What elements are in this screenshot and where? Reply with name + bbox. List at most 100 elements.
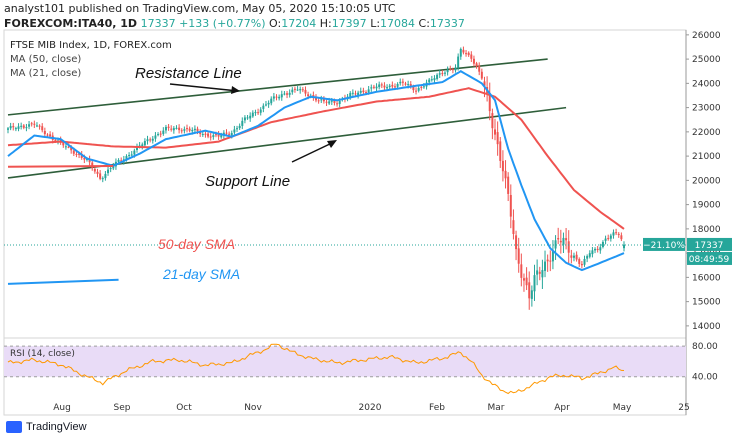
resistance-arrow-head [231, 86, 240, 94]
candle-body [336, 103, 339, 105]
candle-body [470, 54, 473, 59]
candle-body [322, 98, 325, 102]
candle-body [575, 254, 578, 260]
candle-body [588, 253, 591, 257]
candle-body [315, 96, 317, 101]
candle-body [478, 65, 481, 72]
candle-body [28, 124, 31, 127]
sma21-ray [7, 278, 119, 285]
candle-body [246, 117, 249, 119]
candle-body [428, 79, 431, 83]
candle-body [72, 150, 75, 154]
candle-body [178, 127, 181, 131]
candle-body [604, 238, 607, 241]
candle-body [594, 248, 597, 251]
candle-body [293, 88, 296, 90]
candle-body [609, 235, 612, 239]
candle-body [499, 141, 502, 161]
candle-body [325, 101, 328, 103]
y-tick-label: 23000 [692, 104, 721, 114]
candle-body [578, 259, 581, 264]
candle-body [135, 146, 138, 151]
candle-body [393, 86, 396, 88]
x-tick-label: May [613, 403, 632, 413]
candle-body [546, 259, 549, 262]
candle-body [128, 155, 131, 157]
candle-body [80, 153, 83, 158]
x-tick-label: Mar [488, 403, 505, 413]
sma50-ray [7, 165, 114, 168]
candle-body [538, 271, 541, 274]
candle-body [301, 89, 304, 91]
candle-body [570, 255, 573, 258]
y-tick-label: 15000 [692, 298, 721, 308]
candle-body [480, 71, 483, 79]
candle-body [201, 134, 204, 136]
candle-body [386, 87, 389, 89]
candle-body [517, 248, 520, 264]
candle-body [491, 113, 494, 129]
candle-body [225, 132, 228, 134]
candle-body [183, 129, 186, 131]
candle-body [217, 134, 220, 137]
candle-body [586, 256, 589, 259]
candle-body [370, 87, 373, 89]
candle-body [438, 73, 441, 75]
candle-body [580, 263, 583, 266]
candle-body [415, 90, 418, 92]
candle-body [14, 128, 17, 130]
candle-body [494, 129, 497, 135]
candle-body [104, 173, 107, 179]
candle-body [443, 72, 446, 74]
candle-body [559, 240, 562, 243]
candle-body [7, 128, 9, 130]
legend-title: FTSE MIB Index, 1D, FOREX.com [10, 40, 172, 51]
candle-body [149, 139, 152, 141]
candle-body [283, 93, 286, 95]
rsi-lower-label: 40.00 [692, 373, 718, 383]
candle-body [375, 86, 378, 89]
candle-body [241, 120, 244, 126]
tradingview-logo[interactable]: TradingView [6, 421, 87, 433]
candle-body [441, 73, 444, 75]
candle-body [196, 128, 199, 132]
pct-badge [643, 237, 685, 251]
candle-body [83, 158, 86, 160]
candle-body [109, 168, 112, 170]
candle-body [130, 154, 133, 156]
y-tick-label: 22000 [692, 128, 721, 138]
candle-body [262, 105, 265, 109]
candle-body [212, 135, 215, 138]
x-tick-label: Sep [114, 403, 131, 413]
candle-body [549, 260, 552, 262]
candle-body [483, 81, 486, 86]
candle-body [220, 135, 223, 138]
support-annotation: Support Line [205, 173, 290, 190]
close-value: 17337 [429, 17, 465, 30]
price-badge [687, 237, 732, 251]
candle-body [601, 241, 604, 247]
candle-body [536, 270, 539, 275]
resistance-arrow-shaft [169, 83, 239, 92]
candle-body [401, 81, 404, 83]
candle-body [93, 168, 96, 172]
candle-body [433, 78, 436, 81]
candle-body [175, 127, 178, 129]
publish-info: analyst101 published on TradingView.com,… [4, 2, 396, 15]
high-value: 17397 [331, 17, 367, 30]
y-tick-label: 14000 [692, 322, 721, 332]
candle-body [512, 220, 515, 234]
candle-body [362, 90, 365, 93]
candle-body [472, 58, 475, 64]
candle-body [459, 48, 462, 57]
candle-body [141, 144, 144, 147]
candle-body [186, 128, 189, 130]
rsi-line [7, 343, 625, 395]
candle-body [333, 100, 336, 103]
candle-body [449, 68, 452, 70]
candle-body [554, 240, 557, 249]
candle-body [522, 278, 525, 281]
candle-body [214, 134, 217, 136]
